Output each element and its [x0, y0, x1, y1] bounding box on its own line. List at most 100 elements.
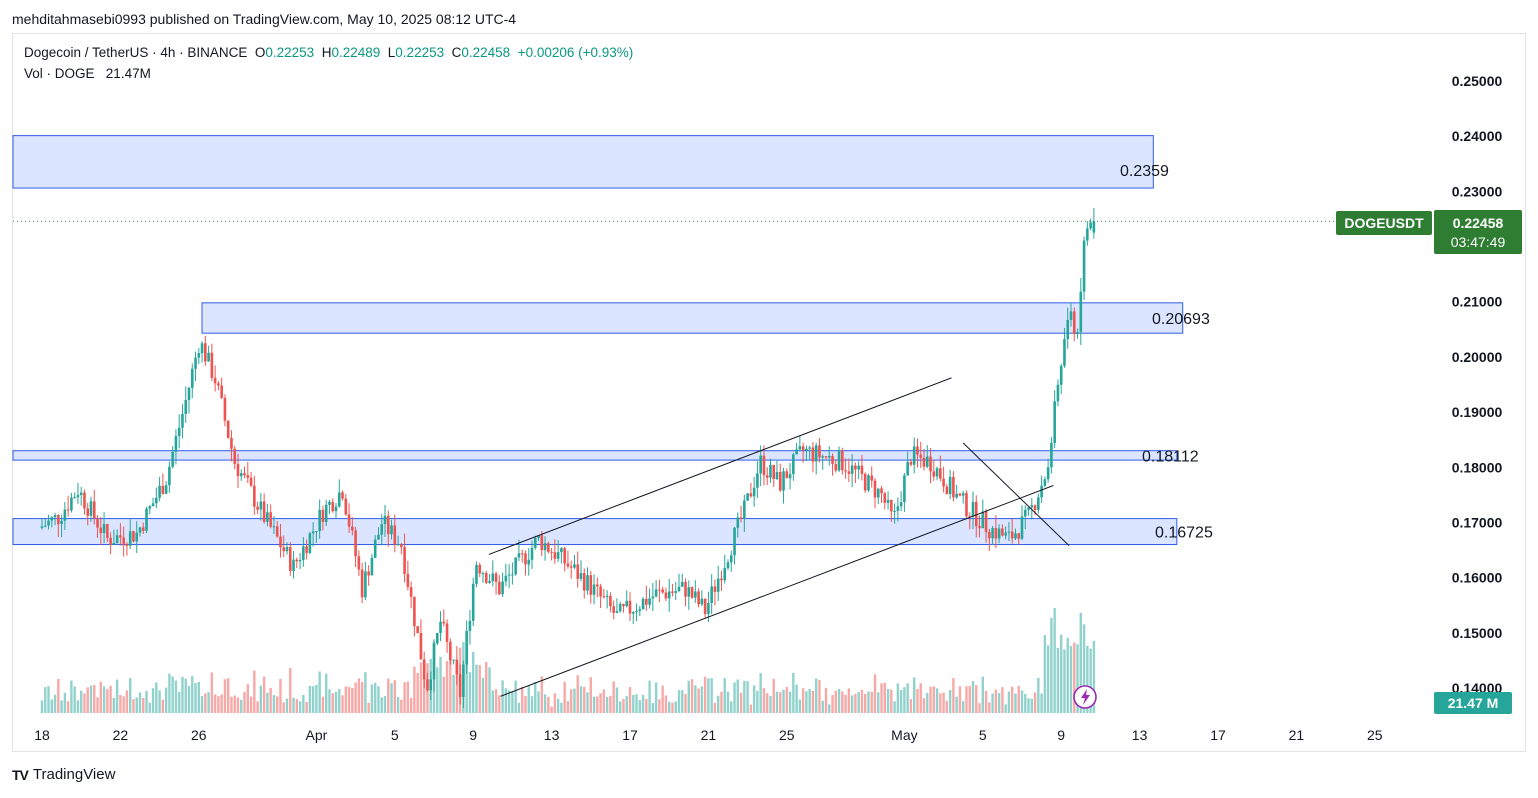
candle-body [96, 518, 99, 528]
volume-bar [534, 681, 537, 713]
volume-bar [612, 681, 615, 713]
volume-bar [703, 676, 707, 713]
candle-body [295, 559, 299, 562]
volume-bar [922, 698, 926, 713]
price-axis[interactable]: 0.25000 0.24000 0.23000 0.21000 0.20000 0.190… [1452, 73, 1503, 696]
volume-bar [605, 696, 609, 713]
time-tick-label: 21 [701, 727, 717, 743]
time-tick-label: 21 [1289, 727, 1305, 743]
volume-bar [543, 694, 547, 713]
candle-body [716, 578, 720, 592]
candle-body [324, 504, 328, 523]
volume-bar [913, 677, 916, 713]
symbol-line[interactable]: Dogecoin / TetherUS · 4h · BINANCE [24, 45, 248, 60]
volume-bar [805, 691, 808, 713]
volume-bar [93, 685, 96, 713]
volume-bar [262, 676, 266, 713]
candle-body [798, 446, 802, 450]
volume-bar [1053, 608, 1056, 713]
candle-body [827, 455, 831, 458]
volume-bar [341, 695, 344, 713]
candle-body [435, 633, 439, 644]
volume-bar [560, 702, 563, 713]
candle-body [694, 591, 697, 598]
volume-bar [89, 685, 93, 713]
volume-bar [171, 676, 174, 713]
candle-body [92, 501, 96, 519]
high-value: 0.22489 [331, 45, 381, 60]
low-label: L [387, 45, 396, 60]
candle-body [700, 598, 704, 605]
candle-body [909, 461, 913, 465]
volume-bar [106, 689, 109, 713]
candle-body [89, 501, 93, 516]
trendline [500, 485, 1054, 697]
volume-bar [76, 700, 80, 713]
volume-bar [713, 702, 717, 713]
candle-body [354, 530, 357, 557]
support-resistance-zones: 0.2359 0.20693 0.18112 0.16725 [12, 135, 1213, 546]
volume-label[interactable]: Vol · DOGE [24, 66, 95, 81]
volume-bar [256, 701, 259, 713]
volume-bar [857, 691, 860, 713]
time-tick-label: 9 [1057, 727, 1065, 743]
volume-bar [622, 698, 625, 713]
footer-brand[interactable]: TV TradingView [12, 766, 115, 783]
time-tick-label: 25 [1367, 727, 1383, 743]
chart-frame [12, 33, 1526, 752]
candle-body [690, 587, 694, 598]
candle-body [432, 643, 436, 680]
volume-bar [184, 678, 187, 713]
volume-bar [83, 693, 86, 713]
volume-bar [311, 686, 315, 713]
volume-bar [494, 689, 498, 713]
candle-body [952, 476, 955, 498]
candle-body [968, 516, 972, 518]
time-axis[interactable]: 18 22 26 Apr 5 9 13 17 21 25 May 5 9 13 17 21 25 [34, 727, 1383, 743]
candle-body [677, 586, 681, 592]
candle-body [596, 584, 599, 587]
candle-body [997, 528, 1001, 539]
volume-bar [710, 678, 713, 713]
volume-bar [155, 682, 158, 713]
change-value: +0.00206 (+0.93%) [517, 45, 634, 60]
volume-bar [658, 699, 661, 713]
candle-body [282, 547, 286, 552]
candle-body [449, 641, 452, 661]
candle-body [409, 587, 413, 597]
volume-bar [328, 689, 331, 713]
volume-bar [994, 689, 998, 713]
lightning-icon[interactable] [1073, 685, 1097, 709]
volume-bar [880, 683, 883, 713]
volume-bar [707, 678, 710, 713]
volume-bar [841, 691, 844, 713]
candle-body [847, 471, 851, 474]
candle-body [609, 595, 612, 607]
candle-body [1037, 497, 1040, 510]
candle-body [814, 445, 818, 462]
volume-bar [485, 661, 488, 713]
volume-bar [899, 690, 903, 713]
candle-body [507, 574, 511, 576]
volume-bar [50, 699, 53, 713]
volume-bar [96, 697, 99, 713]
volume-bar [687, 680, 690, 713]
candle-body [226, 420, 230, 438]
volume-bar [73, 686, 76, 713]
volume-bar [178, 691, 181, 713]
volume-bar [1076, 644, 1079, 713]
volume-bar [1014, 693, 1017, 713]
volume-bar [926, 692, 929, 713]
candle-body [207, 352, 210, 362]
candle-body [854, 465, 857, 470]
volume-bar [945, 700, 949, 713]
candle-body [733, 527, 736, 556]
candle-body [563, 548, 566, 564]
volume-bar [886, 689, 890, 713]
volume-bar [419, 662, 423, 713]
candle-body [883, 493, 887, 503]
volume-bar [253, 670, 256, 713]
candle-body [413, 596, 416, 627]
candle-body [844, 470, 847, 472]
